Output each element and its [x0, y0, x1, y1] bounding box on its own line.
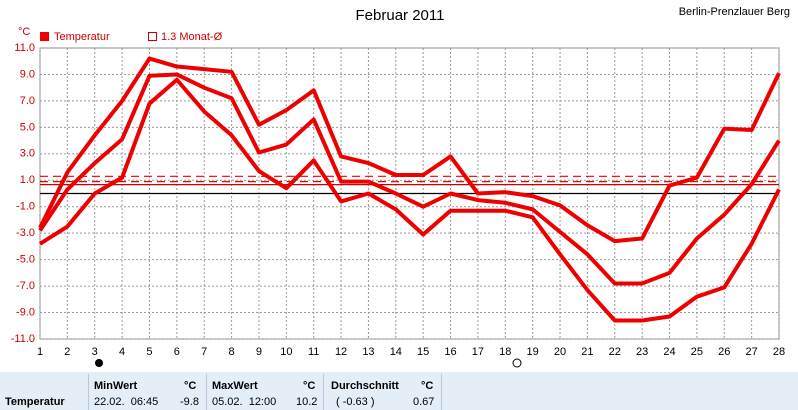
y-tick-label: 5.0 — [20, 121, 35, 133]
x-tick-label: 14 — [390, 346, 402, 358]
y-tick-label: -9.0 — [16, 306, 35, 318]
x-tick-label: 11 — [308, 346, 319, 358]
x-tick-label: 18 — [499, 346, 511, 358]
y-tick-label: 11.0 — [14, 42, 35, 54]
header: Durchschnitt — [331, 380, 399, 392]
y-tick-label: 3.0 — [20, 148, 35, 160]
x-tick-label: 23 — [636, 346, 648, 358]
cell: ( -0.63 ) — [336, 396, 375, 408]
y-tick-label: -5.0 — [16, 254, 35, 266]
y-tick-label: -11.0 — [11, 333, 35, 345]
header: °C — [421, 380, 434, 392]
legend-swatch — [148, 32, 157, 41]
temperature-line — [38, 56, 781, 244]
x-tick-label: 9 — [256, 346, 262, 358]
min-marker — [95, 359, 103, 367]
cell: 22.02. 06:45 — [94, 396, 159, 408]
legend-swatch — [40, 32, 49, 41]
x-tick-label: 6 — [174, 346, 180, 358]
x-tick-label: 26 — [718, 346, 730, 358]
x-tick-label: 7 — [201, 346, 207, 358]
legend-label: Temperatur — [54, 31, 110, 43]
max-marker — [512, 358, 522, 368]
x-tick-label: 17 — [472, 346, 484, 358]
x-tick-label: 4 — [119, 346, 125, 358]
separator — [206, 374, 207, 410]
header: °C — [184, 380, 197, 392]
x-tick-label: 1 — [37, 346, 43, 358]
separator — [323, 374, 324, 410]
y-tick-label: 1.0 — [20, 174, 35, 186]
cell: 05.02. 12:00 — [212, 396, 277, 408]
legend-label: 1.3 Monat-Ø — [161, 31, 223, 43]
y-tick-label: -7.0 — [16, 280, 35, 292]
x-tick-label: 8 — [229, 346, 235, 358]
x-tick-label: 12 — [335, 346, 347, 358]
chart-title: Februar 2011 — [356, 7, 445, 24]
separator — [88, 374, 89, 410]
summary-table: Temperatur MinWert °C 22.02. 06:45 -9.8 … — [0, 372, 798, 410]
y-tick-label: 9.0 — [20, 68, 35, 80]
cell: 0.67 — [413, 396, 435, 408]
separator — [441, 374, 442, 410]
header: MinWert — [94, 380, 138, 392]
y-tick-label: 7.0 — [20, 95, 35, 107]
temperature-line — [38, 77, 781, 323]
y-tick-label: -1.0 — [16, 201, 35, 213]
x-tick-label: 15 — [417, 346, 429, 358]
x-tick-label: 24 — [663, 346, 675, 358]
x-tick-label: 25 — [691, 346, 703, 358]
x-tick-label: 27 — [746, 346, 758, 358]
header: MaxWert — [212, 380, 258, 392]
header: °C — [303, 380, 316, 392]
x-tick-label: 19 — [527, 346, 539, 358]
y-tick-label: -3.0 — [16, 227, 35, 239]
x-tick-label: 21 — [581, 346, 593, 358]
temperature-line — [38, 72, 781, 286]
location: Berlin-Prenzlauer Berg — [679, 6, 790, 18]
row-label: Temperatur — [5, 396, 65, 408]
cell: -9.8 — [180, 396, 199, 408]
x-tick-label: 2 — [64, 346, 70, 358]
x-tick-label: 16 — [444, 346, 456, 358]
x-tick-label: 10 — [280, 346, 292, 358]
y-unit: °C — [18, 26, 30, 38]
x-tick-label: 13 — [362, 346, 374, 358]
cell: 10.2 — [296, 396, 318, 408]
chart: Februar 2011 Berlin-Prenzlauer Berg °C T… — [11, 6, 790, 368]
x-tick-label: 28 — [773, 346, 785, 358]
x-tick-label: 22 — [609, 346, 621, 358]
x-tick-label: 3 — [92, 346, 98, 358]
x-tick-label: 20 — [554, 346, 566, 358]
x-tick-label: 5 — [146, 346, 152, 358]
